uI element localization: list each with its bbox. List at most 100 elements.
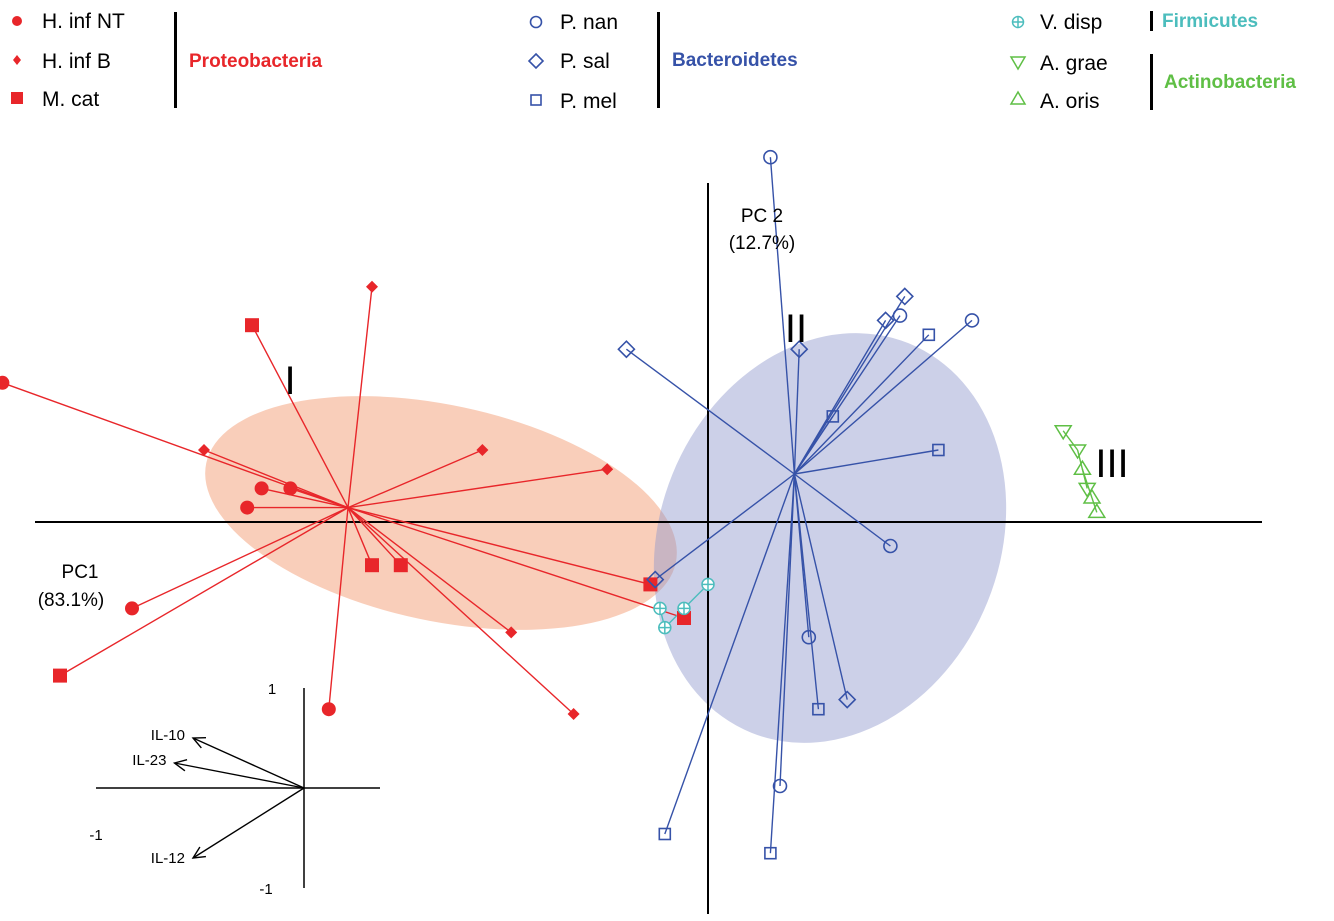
point-p-mel bbox=[764, 846, 777, 860]
legend-marker-p-nan bbox=[529, 15, 543, 29]
point-p-mel bbox=[826, 410, 840, 423]
loading-il-23-label: IL-23 bbox=[132, 752, 166, 769]
legend-marker-a-oris bbox=[1009, 90, 1027, 105]
inset-tick-y-top: 1 bbox=[268, 681, 276, 698]
point-p-sal bbox=[646, 570, 665, 589]
point-h-inf-nt bbox=[321, 702, 336, 717]
legend-label-a-oris: A. oris bbox=[1040, 90, 1100, 113]
point-p-nan bbox=[892, 308, 908, 323]
link-p-mel bbox=[664, 473, 796, 835]
point-p-nan bbox=[801, 629, 817, 645]
point-m-cat bbox=[53, 668, 67, 683]
loading-vectors: IL-10 IL-23 IL-12 bbox=[132, 727, 305, 867]
legend-phylum-actinobacteria: Actinobacteria bbox=[1164, 72, 1296, 93]
loading-il-12: IL-12 bbox=[151, 787, 305, 867]
point-h-inf-b bbox=[198, 444, 210, 456]
link-m-cat bbox=[347, 506, 651, 586]
cluster-label-iii: III bbox=[1095, 442, 1128, 486]
point-h-inf-b bbox=[567, 708, 580, 720]
cluster-label-ii: II bbox=[785, 307, 807, 351]
point-v-disp bbox=[701, 577, 715, 592]
loading-il-23: IL-23 bbox=[132, 752, 305, 789]
cluster-ellipse-ii bbox=[653, 333, 1007, 743]
legend-phylum-firmicutes: Firmicutes bbox=[1162, 11, 1258, 32]
legend-phylum-proteobacteria: Proteobacteria bbox=[189, 51, 322, 72]
point-h-inf-b bbox=[505, 626, 518, 639]
point-m-cat bbox=[643, 577, 658, 592]
point-a-oris bbox=[1082, 488, 1102, 504]
link-p-mel bbox=[793, 334, 930, 475]
link-m-cat bbox=[347, 507, 373, 566]
cluster-label-i: I bbox=[284, 359, 295, 403]
link-p-sal bbox=[654, 473, 795, 581]
point-m-cat bbox=[677, 611, 691, 625]
link-p-sal bbox=[625, 348, 795, 475]
data-points bbox=[0, 149, 1107, 860]
link-p-mel bbox=[793, 473, 820, 710]
loading-il-10-label: IL-10 bbox=[151, 727, 185, 744]
point-p-nan bbox=[772, 778, 788, 794]
point-v-disp bbox=[653, 601, 667, 616]
link-m-cat bbox=[347, 507, 402, 566]
link-h-inf-nt bbox=[261, 487, 349, 509]
legend-marker-p-sal bbox=[527, 52, 545, 70]
cluster-ellipses bbox=[205, 333, 1007, 743]
pc2-percent: (12.7%) bbox=[729, 233, 796, 254]
point-v-disp bbox=[658, 620, 672, 635]
link-p-nan bbox=[769, 157, 796, 475]
point-p-nan bbox=[964, 313, 980, 328]
cluster-ellipse-i bbox=[205, 396, 677, 630]
link-h-inf-b bbox=[347, 507, 512, 633]
legend-bracket-proteobacteria bbox=[174, 12, 177, 108]
legend-label-h-inf-nt: H. inf NT bbox=[42, 10, 125, 33]
link-a-oris bbox=[1091, 497, 1098, 513]
point-h-inf-nt bbox=[283, 481, 298, 496]
legend-bracket-actinobacteria bbox=[1150, 54, 1153, 110]
point-p-sal bbox=[617, 340, 636, 359]
legend-label-a-grae: A. grae bbox=[1040, 52, 1108, 75]
link-h-inf-b bbox=[347, 507, 575, 715]
legend-marker-h-inf-b bbox=[13, 55, 21, 65]
link-h-inf-b bbox=[347, 468, 608, 509]
link-h-inf-nt bbox=[131, 506, 349, 610]
point-h-inf-b bbox=[476, 444, 489, 456]
point-p-nan bbox=[763, 149, 778, 165]
legend-phylum-bacteroidetes: Bacteroidetes bbox=[672, 50, 798, 71]
point-a-grae bbox=[1068, 444, 1087, 460]
link-p-sal bbox=[793, 296, 906, 475]
point-m-cat bbox=[365, 558, 379, 573]
link-m-cat bbox=[59, 506, 349, 677]
point-h-inf-b bbox=[366, 280, 378, 293]
pc1-label: PC1 bbox=[62, 562, 99, 583]
point-p-sal bbox=[876, 311, 895, 330]
link-m-cat bbox=[347, 506, 685, 619]
link-p-sal bbox=[793, 473, 848, 700]
point-p-mel bbox=[658, 827, 672, 841]
point-h-inf-nt bbox=[125, 601, 139, 616]
point-h-inf-nt bbox=[240, 500, 255, 515]
point-m-cat bbox=[393, 558, 408, 573]
pc1-percent: (83.1%) bbox=[38, 590, 105, 611]
point-p-sal bbox=[838, 690, 857, 709]
legend-marker-m-cat bbox=[11, 92, 23, 104]
pc2-label: PC 2 bbox=[741, 206, 783, 227]
point-p-nan bbox=[883, 538, 898, 554]
legend-marker-a-grae bbox=[1009, 56, 1027, 71]
link-p-nan bbox=[793, 473, 891, 547]
legend-marker-v-disp bbox=[1011, 15, 1025, 29]
link-p-mel bbox=[794, 449, 939, 475]
legend-label-p-nan: P. nan bbox=[560, 11, 618, 34]
point-a-oris bbox=[1087, 502, 1107, 519]
point-h-inf-nt bbox=[254, 481, 269, 496]
link-m-cat bbox=[251, 324, 349, 508]
loading-il-12-label: IL-12 bbox=[151, 850, 185, 867]
legend-label-m-cat: M. cat bbox=[42, 88, 99, 111]
link-p-sal bbox=[793, 349, 800, 475]
loading-il-10: IL-10 bbox=[151, 727, 305, 789]
legend-bracket-firmicutes bbox=[1150, 11, 1153, 31]
link-p-mel bbox=[793, 416, 834, 475]
loadings-inset: 1 -1 -1 IL-10 IL-23 IL-12 bbox=[89, 681, 380, 898]
legend-label-p-sal: P. sal bbox=[560, 50, 610, 73]
